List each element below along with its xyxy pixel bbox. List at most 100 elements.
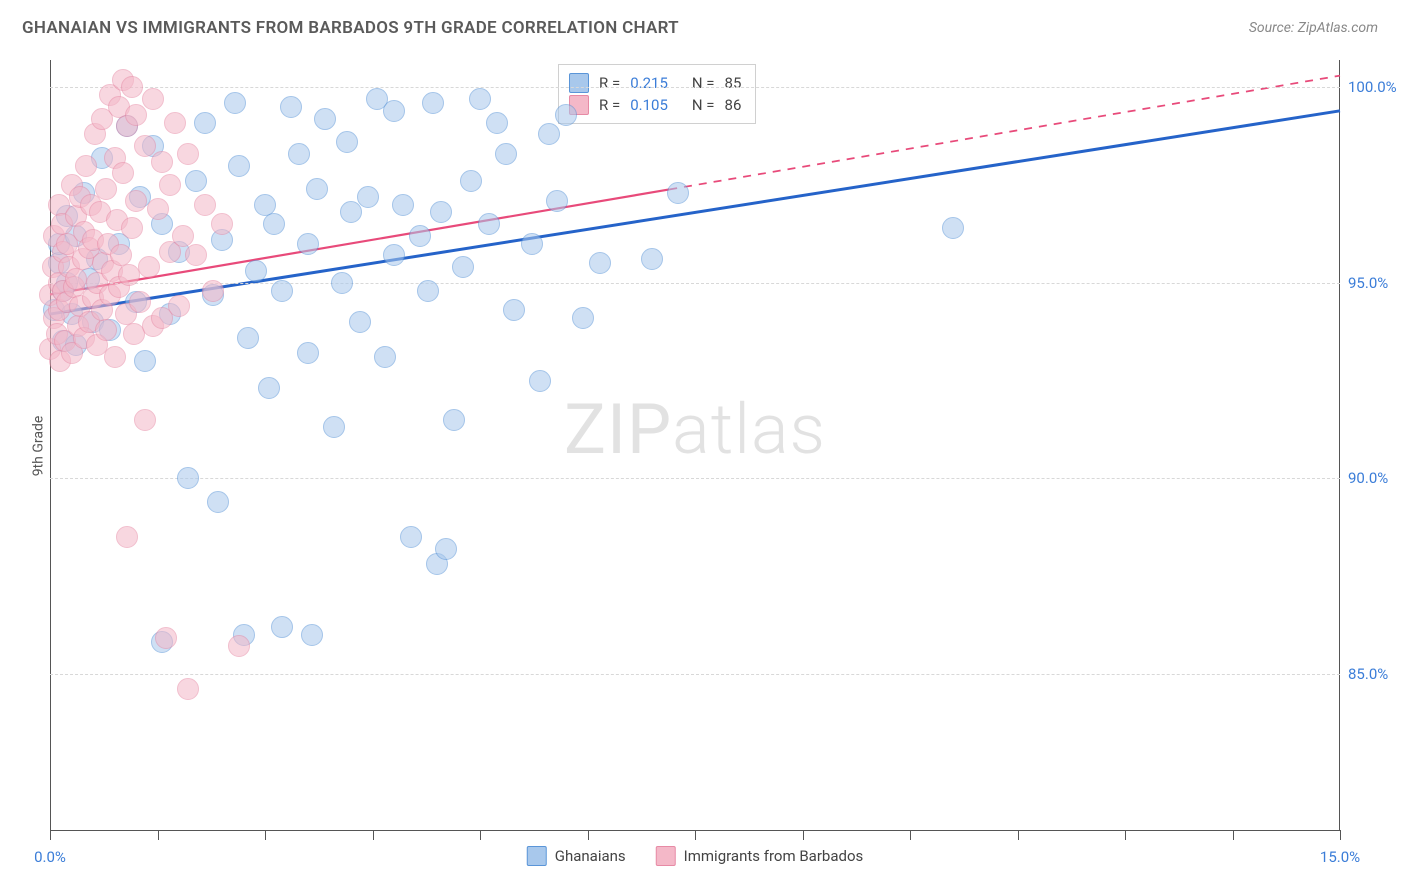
y-tick-label: 90.0% bbox=[1348, 469, 1406, 487]
y-tick-label: 85.0% bbox=[1348, 665, 1406, 683]
x-tick bbox=[695, 830, 696, 840]
data-point bbox=[392, 194, 414, 216]
legend-n-label: N = bbox=[692, 74, 715, 92]
data-point bbox=[75, 155, 97, 177]
data-point bbox=[125, 190, 147, 212]
data-point bbox=[121, 217, 143, 239]
chart-title: GHANAIAN VS IMMIGRANTS FROM BARBADOS 9TH… bbox=[22, 18, 679, 38]
data-point bbox=[263, 213, 285, 235]
data-point bbox=[228, 155, 250, 177]
data-point bbox=[159, 174, 181, 196]
data-point bbox=[121, 76, 143, 98]
data-point bbox=[555, 104, 577, 126]
plot-area: ZIPatlas R =0.215N =85R =0.105N =86 Ghan… bbox=[50, 60, 1340, 831]
legend-r-value: 0.105 bbox=[630, 96, 668, 114]
data-point bbox=[529, 370, 551, 392]
data-point bbox=[306, 178, 328, 200]
data-point bbox=[224, 92, 246, 114]
data-point bbox=[271, 280, 293, 302]
data-point bbox=[383, 244, 405, 266]
data-point bbox=[151, 151, 173, 173]
data-point bbox=[155, 627, 177, 649]
data-point bbox=[116, 526, 138, 548]
data-point bbox=[104, 346, 126, 368]
data-point bbox=[417, 280, 439, 302]
legend-series-label: Ghanaians bbox=[555, 847, 626, 865]
x-tick bbox=[50, 830, 51, 840]
legend-series-item: Ghanaians bbox=[527, 846, 626, 866]
x-tick bbox=[373, 830, 374, 840]
data-point bbox=[409, 225, 431, 247]
data-point bbox=[301, 624, 323, 646]
data-point bbox=[521, 233, 543, 255]
data-point bbox=[95, 178, 117, 200]
x-tick bbox=[1233, 830, 1234, 840]
data-point bbox=[177, 467, 199, 489]
data-point bbox=[185, 244, 207, 266]
x-tick-label: 15.0% bbox=[1320, 848, 1360, 866]
legend-r-value: 0.215 bbox=[630, 74, 668, 92]
legend-n-label: N = bbox=[692, 96, 715, 114]
gridline bbox=[50, 87, 1340, 88]
data-point bbox=[374, 346, 396, 368]
data-point bbox=[452, 256, 474, 278]
data-point bbox=[142, 88, 164, 110]
data-point bbox=[314, 108, 336, 130]
data-point bbox=[942, 217, 964, 239]
x-tick bbox=[910, 830, 911, 840]
data-point bbox=[383, 100, 405, 122]
legend-series-label: Immigrants from Barbados bbox=[684, 847, 864, 865]
data-point bbox=[228, 635, 250, 657]
data-point bbox=[280, 96, 302, 118]
gridline bbox=[50, 674, 1340, 675]
data-point bbox=[422, 92, 444, 114]
gridline bbox=[50, 478, 1340, 479]
data-point bbox=[336, 131, 358, 153]
x-tick bbox=[158, 830, 159, 840]
legend-n-value: 86 bbox=[725, 96, 742, 114]
x-tick-label: 0.0% bbox=[34, 848, 66, 866]
legend-swatch bbox=[656, 846, 676, 866]
data-point bbox=[134, 350, 156, 372]
data-point bbox=[194, 112, 216, 134]
legend-stats-row: R =0.215N =85 bbox=[569, 73, 741, 93]
data-point bbox=[589, 252, 611, 274]
data-point bbox=[168, 295, 190, 317]
data-point bbox=[245, 260, 267, 282]
data-point bbox=[430, 201, 452, 223]
data-point bbox=[177, 143, 199, 165]
y-axis-label: 9th Grade bbox=[30, 416, 46, 477]
data-point bbox=[297, 233, 319, 255]
legend-r-label: R = bbox=[599, 96, 620, 114]
legend-stats: R =0.215N =85R =0.105N =86 bbox=[558, 64, 756, 124]
data-point bbox=[147, 198, 169, 220]
data-point bbox=[443, 409, 465, 431]
data-point bbox=[323, 416, 345, 438]
data-point bbox=[237, 327, 259, 349]
data-point bbox=[202, 280, 224, 302]
data-point bbox=[271, 616, 293, 638]
data-point bbox=[331, 272, 353, 294]
chart-container: GHANAIAN VS IMMIGRANTS FROM BARBADOS 9TH… bbox=[0, 0, 1406, 892]
data-point bbox=[138, 256, 160, 278]
data-point bbox=[118, 264, 140, 286]
data-point bbox=[435, 538, 457, 560]
legend-series-item: Immigrants from Barbados bbox=[656, 846, 864, 866]
x-tick bbox=[1125, 830, 1126, 840]
data-point bbox=[172, 225, 194, 247]
data-point bbox=[65, 268, 87, 290]
legend-swatch bbox=[569, 73, 589, 93]
data-point bbox=[288, 143, 310, 165]
data-point bbox=[667, 182, 689, 204]
data-point bbox=[185, 170, 207, 192]
data-point bbox=[95, 319, 117, 341]
data-point bbox=[469, 88, 491, 110]
data-point bbox=[503, 299, 525, 321]
x-tick bbox=[1340, 830, 1341, 840]
x-tick bbox=[480, 830, 481, 840]
legend-series: Ghanaians Immigrants from Barbados bbox=[527, 846, 864, 866]
x-tick bbox=[265, 830, 266, 840]
data-point bbox=[125, 104, 147, 126]
x-tick bbox=[588, 830, 589, 840]
data-point bbox=[538, 123, 560, 145]
